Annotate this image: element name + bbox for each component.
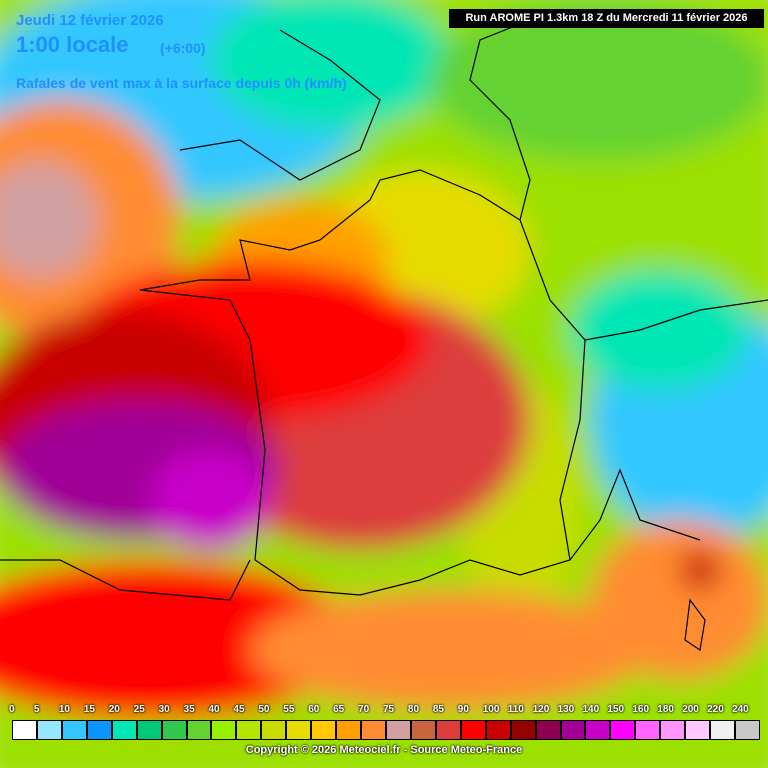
legend-label: 65 [333, 704, 345, 715]
legend-label: 25 [133, 704, 145, 715]
legend-swatch [261, 720, 287, 740]
legend-swatch [236, 720, 262, 740]
legend-swatch [435, 720, 461, 740]
legend-swatch [161, 720, 187, 740]
legend-label: 150 [607, 704, 625, 715]
legend-label: 20 [108, 704, 120, 715]
legend-label: 55 [283, 704, 295, 715]
legend-swatch [336, 720, 362, 740]
legend-swatch [510, 720, 536, 740]
legend-label: 10 [58, 704, 70, 715]
legend-label: 60 [308, 704, 320, 715]
legend-swatch [12, 720, 37, 740]
run-info: Run AROME PI 1.3km 18 Z du Mercredi 11 f… [449, 9, 764, 28]
legend-label: 0 [9, 704, 15, 715]
legend-swatch [61, 720, 87, 740]
legend-swatch [386, 720, 411, 740]
legend-label: 130 [557, 704, 575, 715]
legend-swatch [735, 720, 760, 740]
parameter: Rafales de vent max à la surface depuis … [16, 75, 347, 91]
legend-label: 110 [507, 704, 524, 715]
legend-label: 100 [482, 704, 500, 715]
legend-swatch [311, 720, 337, 740]
legend-swatch [685, 720, 711, 740]
legend-label: 90 [457, 704, 469, 715]
offset: (+6:00) [160, 40, 206, 56]
legend-label: 220 [707, 704, 724, 715]
legend-swatch [610, 720, 636, 740]
legend-swatch [211, 720, 237, 740]
legend-label: 70 [358, 704, 370, 715]
legend-swatch [186, 720, 212, 740]
legend-label: 180 [657, 704, 674, 715]
time: 1:00 locale [16, 32, 129, 57]
legend-swatch [36, 720, 62, 740]
legend: 0 5 10 15 20 25 30 35 40 45 50 55 60 65 70 75 80 85 90 100 1… [9, 704, 760, 742]
legend-swatch [86, 720, 112, 740]
legend-label: 5 [33, 704, 40, 715]
legend-swatch [286, 720, 312, 740]
legend-label: 160 [632, 704, 650, 715]
legend-label: 15 [83, 704, 95, 715]
legend-swatch [585, 720, 611, 740]
legend-swatch [535, 720, 561, 740]
legend-label: 240 [732, 704, 749, 715]
legend-label: 80 [407, 704, 420, 715]
date: Jeudi 12 février 2026 [16, 12, 164, 29]
legend-swatch [136, 720, 162, 740]
legend-label: 120 [532, 704, 550, 715]
legend-swatch [635, 720, 661, 740]
legend-swatch [660, 720, 686, 740]
legend-swatch [111, 720, 137, 740]
legend-label: 30 [158, 704, 170, 715]
legend-label: 85 [432, 704, 444, 715]
legend-swatch [410, 720, 436, 740]
legend-label: 40 [208, 704, 220, 715]
legend-label: 75 [383, 704, 395, 715]
legend-label: 45 [233, 704, 245, 715]
legend-label: 140 [582, 704, 600, 715]
legend-label: 200 [682, 704, 699, 715]
legend-label: 35 [183, 704, 195, 715]
legend-swatch [361, 720, 386, 740]
borders [0, 19, 768, 652]
legend-label: 50 [258, 704, 270, 715]
legend-swatch [710, 720, 736, 740]
copyright: Copyright © 2026 Meteociel.fr - Source M… [245, 744, 523, 756]
legend-swatch [560, 720, 586, 740]
legend-swatch [485, 720, 511, 740]
legend-swatch [460, 720, 486, 740]
